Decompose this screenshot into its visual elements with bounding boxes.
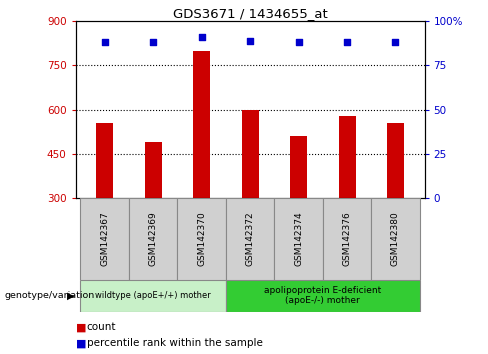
Text: GSM142369: GSM142369 [149,212,158,266]
Bar [145,142,162,198]
Text: GSM142372: GSM142372 [245,212,255,266]
Point [391,40,399,45]
Text: ■: ■ [76,322,86,332]
Text: GSM142380: GSM142380 [391,212,400,266]
FancyBboxPatch shape [81,280,226,312]
Text: count: count [87,322,116,332]
Bar [387,123,404,198]
FancyBboxPatch shape [371,198,420,280]
Point [101,40,109,45]
Bar [193,51,210,198]
Title: GDS3671 / 1434655_at: GDS3671 / 1434655_at [173,7,327,20]
Text: ▶: ▶ [67,291,75,301]
FancyBboxPatch shape [178,198,226,280]
Text: genotype/variation: genotype/variation [5,291,95,300]
Text: GSM142367: GSM142367 [100,212,109,266]
Text: GSM142374: GSM142374 [294,212,303,266]
Bar [339,116,355,198]
FancyBboxPatch shape [81,198,129,280]
Text: GSM142376: GSM142376 [343,212,351,266]
FancyBboxPatch shape [274,198,323,280]
Bar [242,110,259,198]
Point [343,40,351,45]
FancyBboxPatch shape [323,198,371,280]
Text: GSM142370: GSM142370 [197,212,206,266]
Text: percentile rank within the sample: percentile rank within the sample [87,338,263,348]
Bar [290,136,307,198]
Text: ■: ■ [76,338,86,348]
Text: apolipoprotein E-deficient
(apoE-/-) mother: apolipoprotein E-deficient (apoE-/-) mot… [264,286,382,305]
Point [295,40,303,45]
Point [246,38,254,44]
FancyBboxPatch shape [226,198,274,280]
Point [149,40,157,45]
FancyBboxPatch shape [226,280,420,312]
Point [198,34,205,40]
FancyBboxPatch shape [129,198,178,280]
Text: wildtype (apoE+/+) mother: wildtype (apoE+/+) mother [95,291,211,300]
Bar [96,123,113,198]
